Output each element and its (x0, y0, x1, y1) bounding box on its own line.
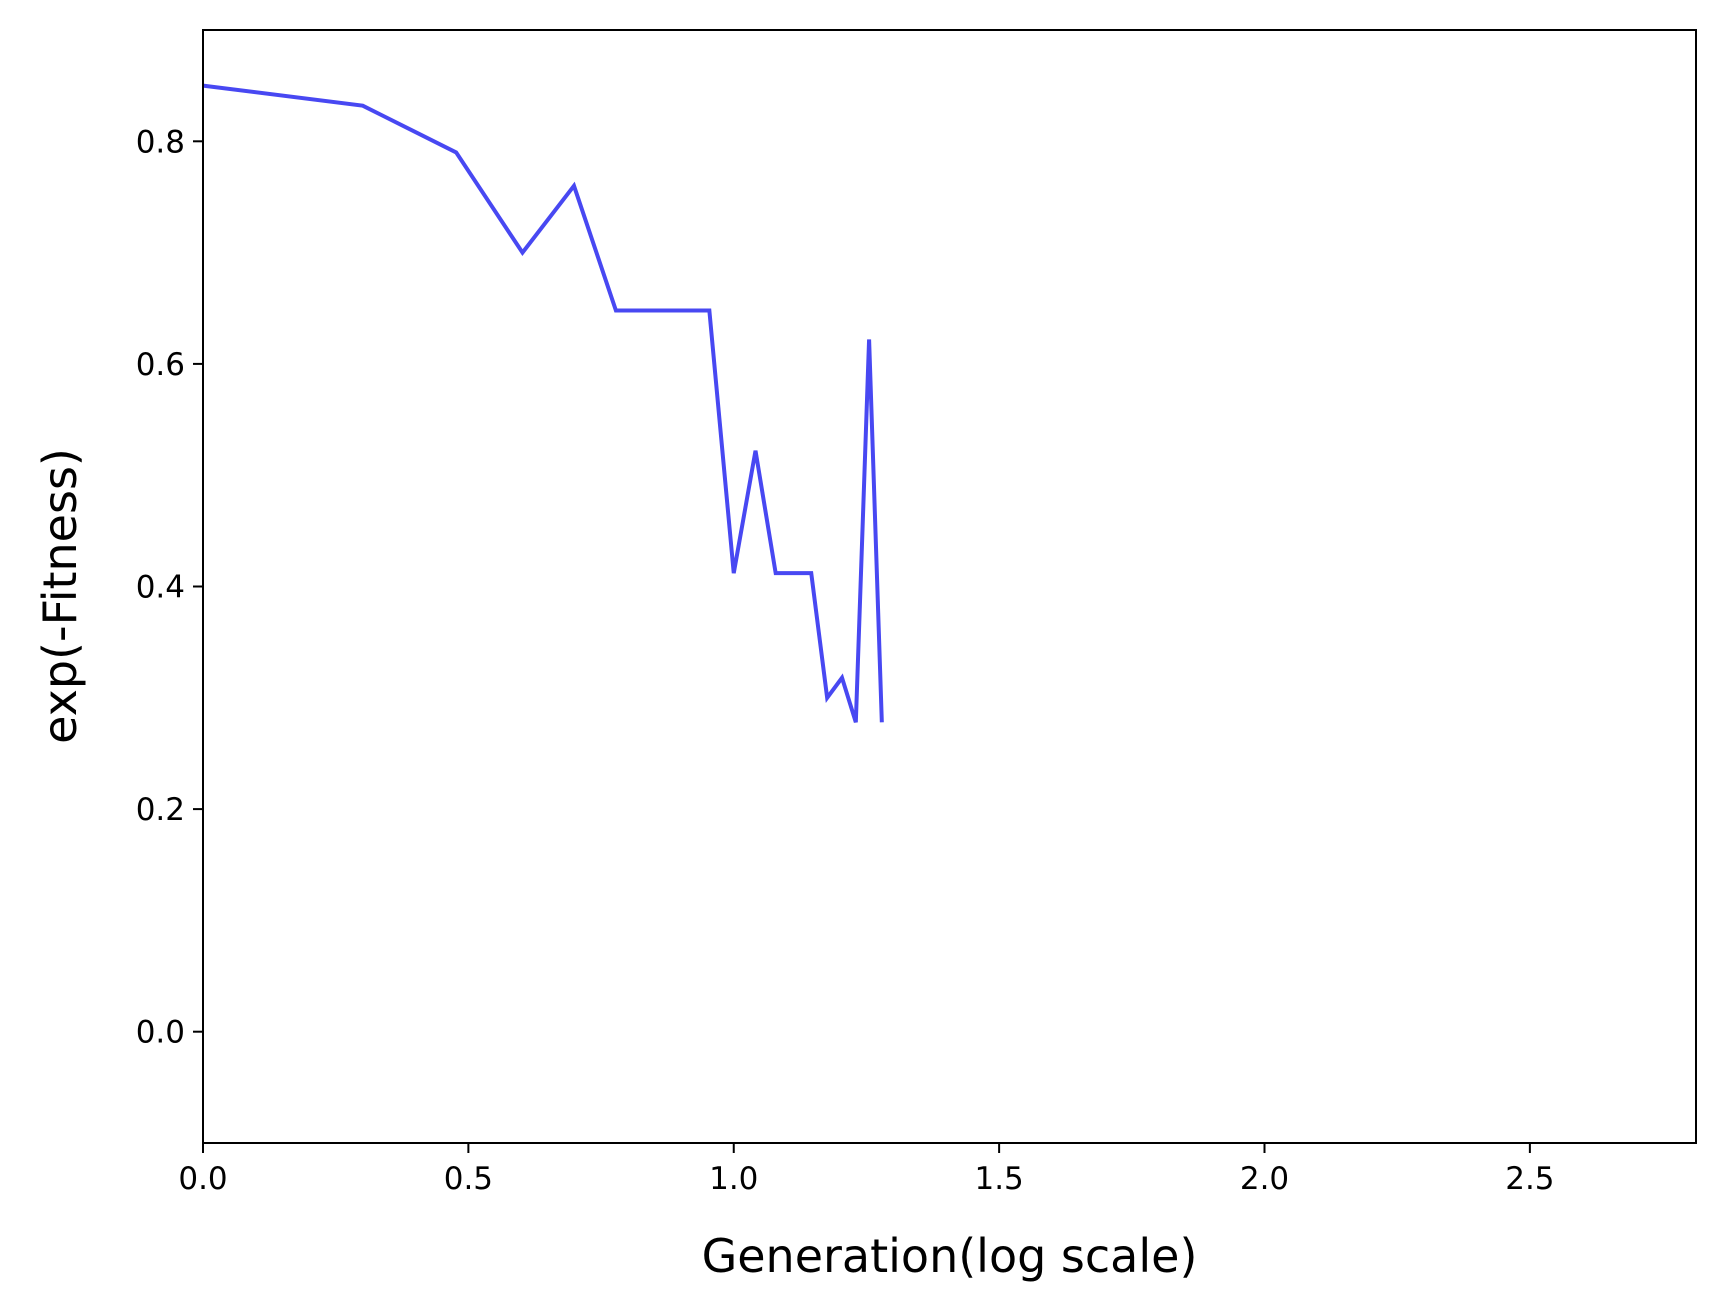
y-tick-label: 0.0 (136, 1015, 185, 1051)
plot-background (203, 30, 1696, 1143)
y-tick-label: 0.8 (136, 124, 185, 160)
y-tick-label: 0.2 (136, 792, 185, 828)
axes-frame (202, 29, 1697, 1144)
x-tick-label: 0.5 (444, 1161, 493, 1197)
series-line-1 (202, 83, 884, 723)
x-tick-label: 0.0 (178, 1161, 227, 1197)
y-axis: 0.0 0.2 0.4 0.6 0.8 (136, 124, 203, 1051)
x-tick-label: 1.5 (974, 1161, 1023, 1197)
y-axis-title: exp(-Fitness) (33, 448, 87, 744)
x-axis-title: Generation(log scale) (702, 1229, 1198, 1283)
x-tick-label: 2.0 (1240, 1161, 1289, 1197)
x-axis: 0.0 0.5 1.0 1.5 2.0 2.5 (178, 1143, 1555, 1197)
y-tick-label: 0.6 (136, 347, 185, 383)
x-tick-label: 2.5 (1505, 1161, 1554, 1197)
series-layer (202, 83, 884, 723)
plot-area (203, 30, 1696, 1143)
y-tick-label: 0.4 (136, 570, 185, 606)
x-tick-label: 1.0 (709, 1161, 758, 1197)
